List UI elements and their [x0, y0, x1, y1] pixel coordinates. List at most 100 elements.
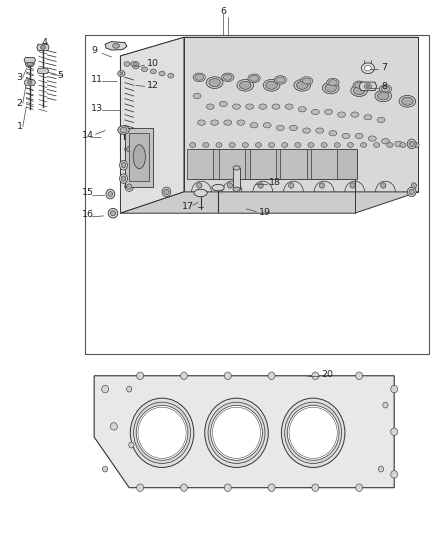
Ellipse shape	[381, 183, 386, 188]
Polygon shape	[37, 68, 49, 74]
Text: 18: 18	[269, 178, 281, 187]
Ellipse shape	[255, 142, 261, 147]
Ellipse shape	[268, 372, 275, 379]
Ellipse shape	[110, 211, 116, 216]
Ellipse shape	[159, 71, 165, 76]
Ellipse shape	[203, 142, 209, 147]
Ellipse shape	[102, 385, 109, 393]
Ellipse shape	[351, 112, 359, 117]
Ellipse shape	[328, 79, 337, 86]
Ellipse shape	[209, 78, 220, 86]
Ellipse shape	[224, 120, 232, 125]
Ellipse shape	[308, 142, 314, 147]
Ellipse shape	[413, 142, 419, 147]
Text: 12: 12	[147, 81, 159, 90]
Ellipse shape	[387, 142, 393, 147]
Ellipse shape	[334, 142, 340, 147]
Ellipse shape	[227, 183, 233, 188]
Ellipse shape	[285, 402, 342, 463]
Ellipse shape	[223, 75, 232, 80]
Ellipse shape	[110, 423, 117, 430]
Ellipse shape	[180, 484, 187, 491]
Ellipse shape	[287, 405, 339, 461]
Ellipse shape	[134, 402, 191, 463]
Text: 1: 1	[17, 123, 23, 131]
Ellipse shape	[193, 93, 201, 99]
Ellipse shape	[321, 142, 327, 147]
Ellipse shape	[289, 407, 337, 458]
Ellipse shape	[378, 466, 384, 472]
Ellipse shape	[360, 142, 367, 147]
Ellipse shape	[246, 104, 254, 109]
Ellipse shape	[133, 144, 145, 169]
Ellipse shape	[361, 63, 374, 74]
Text: 13: 13	[91, 104, 103, 113]
Ellipse shape	[263, 123, 271, 128]
Ellipse shape	[391, 471, 398, 478]
Bar	[125, 128, 153, 187]
Ellipse shape	[248, 74, 260, 83]
Ellipse shape	[285, 104, 293, 109]
Ellipse shape	[124, 61, 130, 67]
Ellipse shape	[402, 97, 413, 106]
Ellipse shape	[355, 83, 364, 88]
Ellipse shape	[407, 139, 416, 149]
Ellipse shape	[28, 81, 32, 84]
Ellipse shape	[268, 484, 275, 491]
Ellipse shape	[197, 183, 202, 188]
Ellipse shape	[325, 109, 332, 115]
Ellipse shape	[222, 73, 234, 82]
Ellipse shape	[300, 77, 313, 85]
Ellipse shape	[118, 126, 129, 134]
Text: 16: 16	[81, 210, 93, 219]
Ellipse shape	[237, 79, 254, 91]
Ellipse shape	[195, 75, 204, 80]
Polygon shape	[120, 37, 418, 157]
Text: 17: 17	[182, 203, 194, 211]
Ellipse shape	[274, 76, 286, 84]
Ellipse shape	[150, 69, 156, 74]
Ellipse shape	[375, 90, 392, 102]
Ellipse shape	[219, 101, 227, 107]
Polygon shape	[37, 44, 49, 51]
Ellipse shape	[379, 85, 392, 93]
Text: 10: 10	[147, 60, 159, 68]
Polygon shape	[94, 376, 394, 488]
Polygon shape	[120, 192, 418, 213]
Bar	[191, 149, 357, 179]
Ellipse shape	[381, 139, 389, 144]
Ellipse shape	[302, 78, 311, 84]
Ellipse shape	[400, 142, 406, 147]
Ellipse shape	[224, 484, 231, 491]
Ellipse shape	[298, 107, 306, 112]
Ellipse shape	[329, 131, 337, 136]
Ellipse shape	[364, 115, 372, 120]
Ellipse shape	[322, 82, 339, 94]
Ellipse shape	[125, 144, 134, 154]
Text: 11: 11	[91, 76, 102, 84]
Ellipse shape	[391, 385, 398, 393]
Bar	[129, 133, 149, 181]
Polygon shape	[24, 80, 35, 85]
Text: 4: 4	[42, 38, 48, 47]
Polygon shape	[120, 37, 184, 213]
Text: 5: 5	[57, 71, 63, 80]
Ellipse shape	[224, 372, 231, 379]
Polygon shape	[105, 42, 127, 50]
Bar	[187, 149, 213, 179]
Ellipse shape	[131, 398, 194, 467]
Ellipse shape	[194, 189, 207, 197]
Ellipse shape	[276, 77, 285, 83]
Ellipse shape	[319, 183, 325, 188]
Ellipse shape	[133, 63, 137, 65]
Ellipse shape	[378, 92, 389, 100]
Ellipse shape	[411, 183, 417, 188]
Ellipse shape	[409, 141, 414, 147]
Ellipse shape	[266, 82, 277, 90]
Polygon shape	[184, 37, 418, 192]
Ellipse shape	[347, 142, 353, 147]
Ellipse shape	[282, 142, 288, 147]
Ellipse shape	[127, 184, 132, 189]
Ellipse shape	[25, 61, 34, 67]
Ellipse shape	[312, 372, 319, 379]
